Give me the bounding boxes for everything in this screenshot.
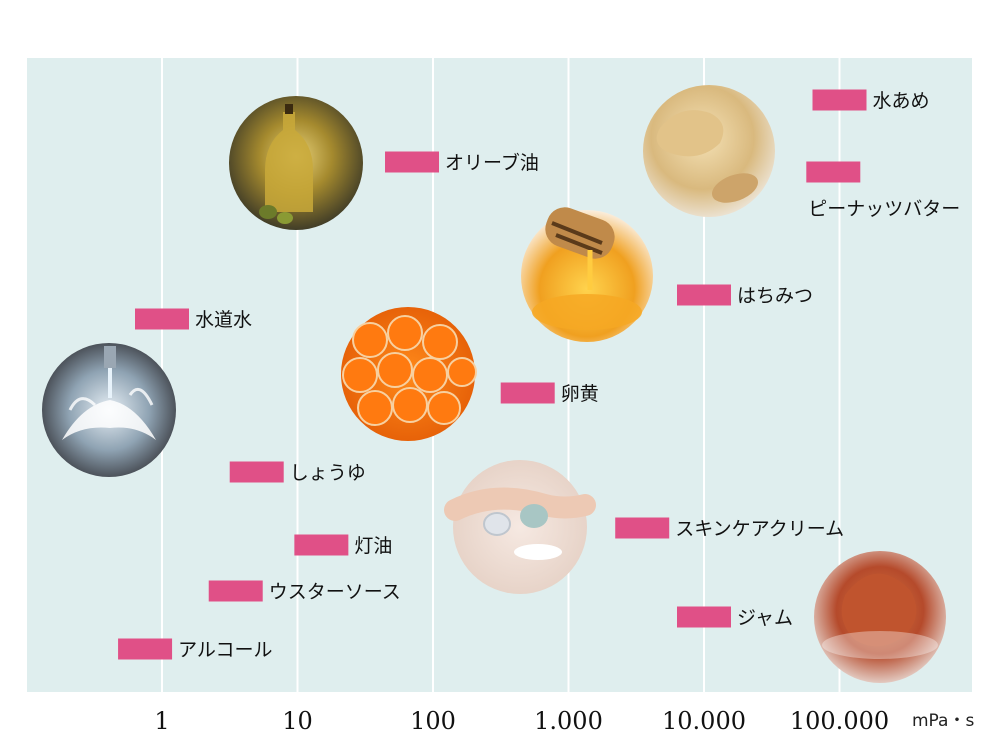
data-markers bbox=[118, 89, 867, 660]
data-marker bbox=[615, 517, 670, 539]
data-label: しょうゆ bbox=[290, 462, 366, 484]
data-label: 水道水 bbox=[195, 309, 252, 331]
data-marker bbox=[677, 606, 731, 628]
data-marker bbox=[806, 161, 861, 183]
x-tick-label: 10 bbox=[282, 707, 313, 735]
data-marker bbox=[208, 580, 263, 602]
peanut-butter-icon bbox=[643, 85, 775, 217]
data-marker bbox=[294, 534, 349, 556]
data-marker bbox=[135, 308, 189, 330]
data-label: オリーブ油 bbox=[445, 151, 539, 174]
x-tick-label: 100.000 bbox=[790, 707, 889, 735]
data-label: 灯油 bbox=[354, 535, 392, 557]
x-tick-label: 100 bbox=[410, 707, 456, 735]
honey-icon bbox=[521, 207, 653, 342]
skincare-cream-icon bbox=[444, 460, 596, 594]
data-label: アルコール bbox=[178, 639, 272, 661]
x-axis-ticks: 1 10 100 1.000 10.000 100.000 bbox=[154, 707, 889, 735]
data-marker bbox=[812, 89, 867, 111]
data-label: 水あめ bbox=[873, 90, 930, 112]
data-label: はちみつ bbox=[737, 285, 813, 307]
data-label: 卵黄 bbox=[561, 383, 599, 405]
unit-label: mPa・s bbox=[912, 711, 975, 731]
x-tick-label: 1.000 bbox=[534, 707, 603, 735]
data-marker bbox=[500, 382, 555, 404]
data-marker bbox=[118, 638, 173, 660]
x-tick-label: 10.000 bbox=[662, 707, 746, 735]
x-tick-label: 1 bbox=[154, 707, 169, 735]
data-labels: 水あめオリーブ油ピーナッツバターはちみつ水道水卵黄しょうゆスキンケアクリーム灯油… bbox=[178, 90, 960, 661]
data-marker bbox=[229, 461, 284, 483]
egg-yolk-icon bbox=[341, 307, 477, 441]
jam-icon bbox=[814, 551, 946, 683]
data-label: ウスターソース bbox=[269, 581, 401, 603]
data-label: ジャム bbox=[737, 607, 793, 629]
tap-water-icon bbox=[42, 343, 176, 477]
olive-oil-icon bbox=[229, 96, 363, 230]
data-marker bbox=[677, 284, 731, 306]
data-label: スキンケアクリーム bbox=[675, 518, 844, 540]
data-marker bbox=[385, 151, 440, 173]
data-label: ピーナッツバター bbox=[808, 198, 960, 220]
